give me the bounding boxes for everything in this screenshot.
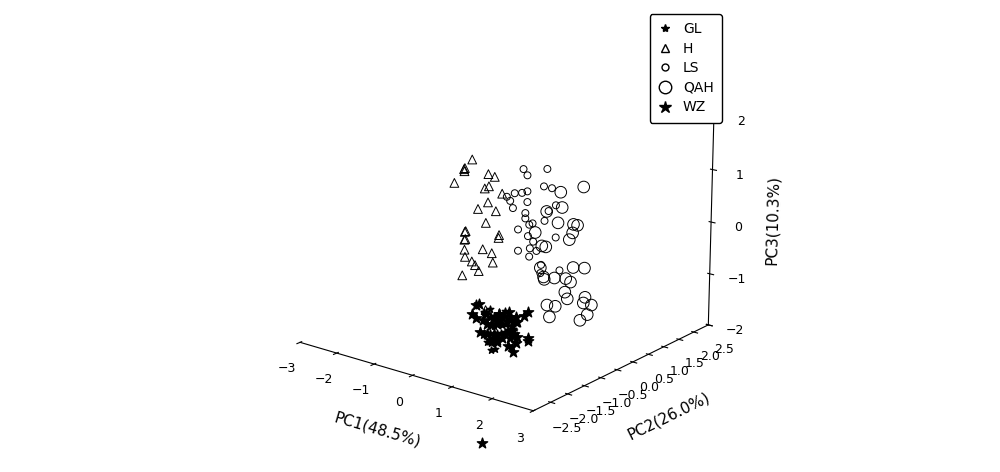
X-axis label: PC1(48.5%): PC1(48.5%) [332,410,422,450]
Legend: GL, H, LS, QAH, WZ: GL, H, LS, QAH, WZ [650,14,722,123]
Y-axis label: PC2(26.0%): PC2(26.0%) [625,390,713,443]
